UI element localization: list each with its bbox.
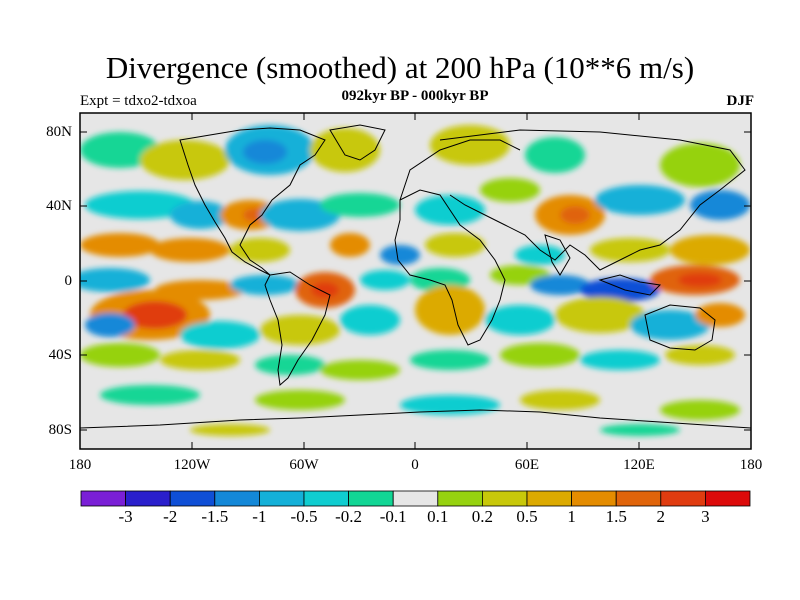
lon-ticks [79, 113, 640, 449]
lat-label-0: 0 [64, 273, 73, 289]
colorbar-label: -0.2 [335, 507, 363, 526]
colorbar-label: 1 [567, 507, 576, 526]
colorbar-swatch [80, 490, 126, 507]
lat-label-80s: 80S [48, 422, 72, 438]
colorbar-label: 0.5 [516, 507, 538, 526]
colorbar-label: 2 [656, 507, 666, 526]
colorbar-label: -0.5 [290, 507, 318, 526]
colorbar-label: -0.1 [379, 507, 407, 526]
colorbar-swatch [169, 490, 216, 507]
colorbar-swatch [437, 490, 483, 507]
lon-label-120e: 120E [623, 457, 655, 473]
colorbar-swatch [214, 490, 260, 507]
colorbar-swatch [526, 490, 572, 507]
colorbar-label: -2 [163, 507, 178, 526]
lat-label-40n: 40N [46, 198, 72, 214]
colorbar-label: -1.5 [201, 507, 229, 526]
lon-label-180-west: 180 [68, 457, 92, 473]
colorbar [80, 490, 751, 507]
plot-subtitle: 092kyr BP - 000kyr BP [341, 88, 489, 104]
colorbar-swatch [660, 490, 706, 507]
colorbar-swatch [348, 490, 394, 507]
season-label: DJF [726, 93, 755, 109]
coastlines [80, 124, 751, 429]
plot-title: Divergence (smoothed) at 200 hPa (10**6 … [105, 50, 695, 85]
colorbar-swatch [615, 490, 662, 507]
lon-label-0: 0 [411, 457, 419, 473]
lat-label-80n: 80N [46, 124, 72, 140]
lat-ticks [80, 131, 751, 431]
colorbar-label: 1.5 [605, 507, 627, 526]
lon-label-60e: 60E [514, 457, 540, 473]
experiment-label: Expt = tdxo2-tdxoa [80, 93, 197, 109]
colorbar-label: -3 [118, 507, 133, 526]
colorbar-swatch [125, 490, 171, 507]
colorbar-label: -1 [252, 507, 267, 526]
colorbar-label: 0.1 [427, 507, 449, 526]
colorbar-swatch [571, 490, 617, 507]
colorbar-swatch [258, 490, 305, 507]
colorbar-swatch [392, 490, 439, 507]
lon-label-120w: 120W [173, 457, 211, 473]
lon-label-180-east: 180 [739, 457, 763, 473]
colorbar-swatch [481, 490, 528, 507]
lon-label-60w: 60W [289, 457, 319, 473]
colorbar-label: 3 [701, 507, 710, 526]
colorbar-swatch [705, 490, 751, 507]
divergence-field [80, 113, 751, 449]
colorbar-swatch [303, 490, 349, 507]
colorbar-label: 0.2 [471, 507, 494, 526]
lat-label-40s: 40S [48, 347, 72, 363]
